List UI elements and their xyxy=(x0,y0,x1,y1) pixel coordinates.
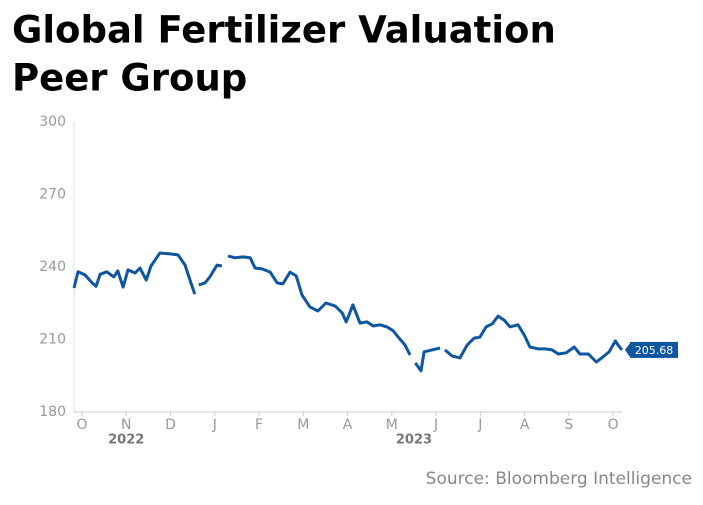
x-group-label: 2023 xyxy=(396,433,432,448)
x-tick-label: S xyxy=(564,417,573,433)
x-tick-label: J xyxy=(433,417,438,433)
line xyxy=(72,251,624,373)
x-tick-label: M xyxy=(386,417,398,433)
x-tick-label: J xyxy=(477,417,482,433)
x-tick-label: N xyxy=(121,417,131,433)
x-tick-label: A xyxy=(343,417,353,433)
x-tick-label: J xyxy=(212,417,217,433)
chart-title: Global Fertilizer Valuation xyxy=(12,9,556,52)
x-tick-label: M xyxy=(297,417,309,433)
end-label: 205.68 xyxy=(635,344,674,357)
x-tick-label: D xyxy=(165,417,176,433)
y-tick-label: 300 xyxy=(39,114,66,130)
x-group-label: 2022 xyxy=(108,433,144,448)
y-tick-label: 270 xyxy=(39,187,66,203)
x-tick-label: O xyxy=(76,417,87,433)
x-tick-label: F xyxy=(255,417,263,433)
y-tick-label: 210 xyxy=(39,332,66,348)
y-tick-label: 180 xyxy=(39,404,66,420)
end-pointer xyxy=(625,342,630,357)
x-tick-label: O xyxy=(608,417,619,433)
chart-title: Peer Group xyxy=(12,57,247,100)
x-tick-label: A xyxy=(520,417,530,433)
end-label-box xyxy=(630,341,678,358)
source: Source: Bloomberg Intelligence xyxy=(426,469,692,489)
y-tick-label: 240 xyxy=(39,259,66,275)
